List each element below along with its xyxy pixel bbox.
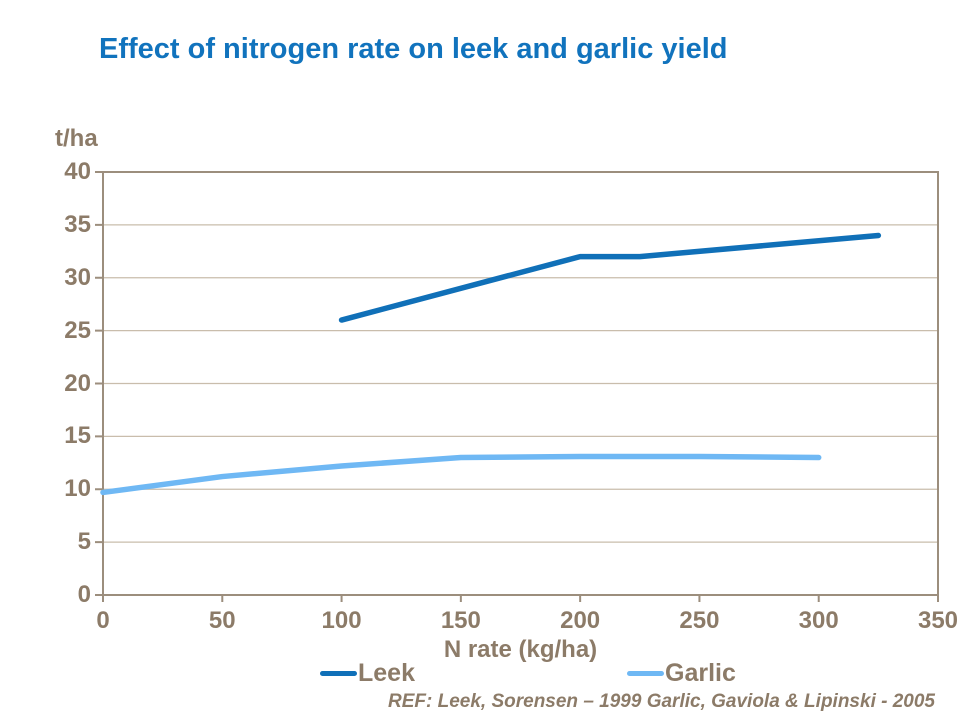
reference-citation: REF: Leek, Sorensen – 1999 Garlic, Gavio… [387,691,935,712]
y-tick-label: 30 [64,263,91,291]
series-line-garlic [100,453,822,496]
legend-label-garlic: Garlic [665,659,736,687]
y-tick-label: 15 [64,422,91,450]
x-tick-label: 350 [917,607,959,634]
y-tick-label: 20 [64,369,91,397]
x-tick-label: 150 [440,607,481,634]
legend-item-leek: Leek [320,660,415,686]
garlic-line-swatch-icon [627,670,664,676]
x-tick-label: 200 [560,607,601,634]
legend-item-garlic: Garlic [627,660,736,686]
y-tick-label: 40 [64,158,91,185]
legend-label-leek: Leek [358,659,415,687]
x-tick-label: 300 [798,607,839,634]
y-tick-label: 5 [77,528,91,556]
x-tick-label: 100 [321,607,362,634]
y-axis-title: t/ha [55,125,98,152]
y-tick-label: 10 [64,475,91,503]
x-axis-title: N rate (kg/ha) [443,636,598,663]
x-tick-label: 0 [96,607,110,634]
y-tick-label: 0 [77,581,91,608]
x-tick-label: 250 [679,607,720,634]
x-tick-label: 50 [208,607,236,634]
chart-title: Effect of nitrogen rate on leek and garl… [99,33,728,65]
series-line-leek [338,232,882,323]
leek-line-swatch-icon [320,670,357,676]
y-tick-label: 35 [64,210,91,238]
y-tick-label: 25 [64,316,91,344]
